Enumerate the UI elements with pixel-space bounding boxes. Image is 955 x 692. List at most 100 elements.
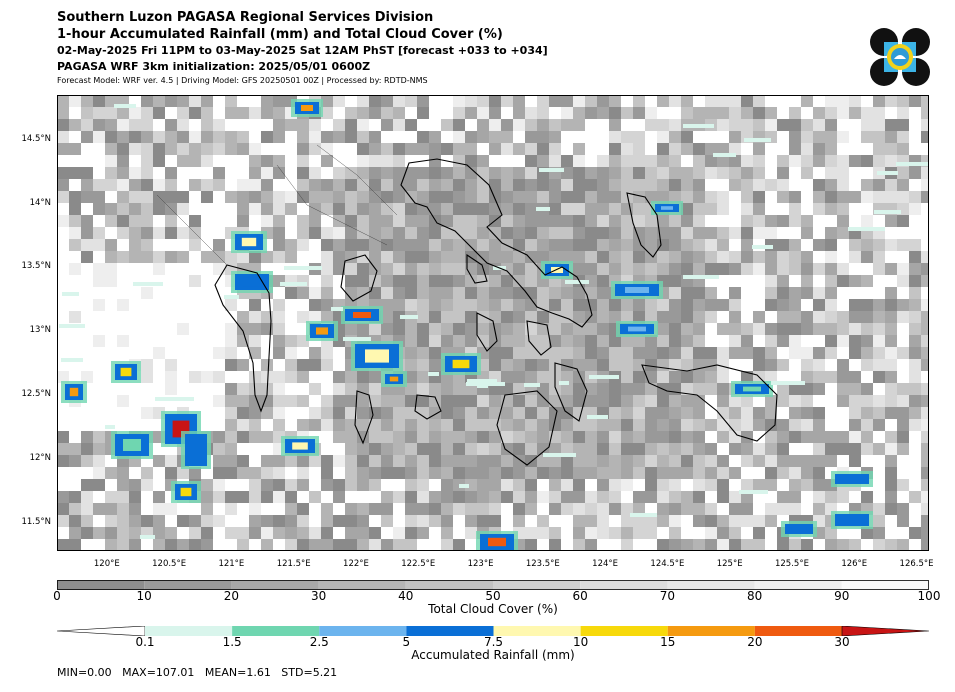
cloud-cell — [141, 359, 153, 371]
cloud-cell — [633, 347, 645, 359]
cloud-cell — [489, 455, 501, 467]
cloud-cell — [93, 119, 105, 131]
colorbar-segment — [231, 580, 319, 590]
cloud-cell — [417, 359, 429, 371]
cloud-cell — [429, 347, 441, 359]
cloud-cell — [81, 251, 93, 263]
cloud-cell — [549, 227, 561, 239]
cloud-cell — [309, 491, 321, 503]
cloud-cell — [765, 407, 777, 419]
cloud-cell — [333, 203, 345, 215]
cloud-cell — [789, 203, 801, 215]
cloud-cell — [873, 335, 885, 347]
cloud-cell — [813, 287, 825, 299]
cloud-cell — [681, 395, 693, 407]
cloud-cell — [333, 431, 345, 443]
cloud-cell — [873, 131, 885, 143]
cloud-cell — [417, 515, 429, 527]
cloud-cell — [405, 407, 417, 419]
cloud-cell — [597, 347, 609, 359]
cloud-cell — [453, 167, 465, 179]
cloud-cell — [285, 479, 297, 491]
cloud-cell — [873, 419, 885, 431]
cloud-cell — [165, 227, 177, 239]
cloud-cell — [237, 359, 249, 371]
cloud-cell — [705, 371, 717, 383]
cloud-cell — [297, 191, 309, 203]
coastline-tablas — [354, 390, 374, 445]
rain-cell — [565, 280, 589, 284]
cloud-cell — [837, 179, 849, 191]
cloud-cell — [765, 119, 777, 131]
cloud-cell — [549, 383, 561, 395]
cloud-cell — [633, 335, 645, 347]
cloud-cell — [105, 155, 117, 167]
cloud-cell — [237, 179, 249, 191]
cloud-cell — [873, 107, 885, 119]
cloud-cell — [105, 119, 117, 131]
cloud-cell — [645, 167, 657, 179]
cloud-cell — [897, 143, 909, 155]
cloud-cell — [789, 407, 801, 419]
cloud-cell — [93, 431, 105, 443]
cloud-cell — [441, 227, 453, 239]
cloud-cell — [561, 107, 573, 119]
cloud-cell — [885, 395, 897, 407]
cloud-cell — [753, 251, 765, 263]
cloud-cell — [249, 191, 261, 203]
cloud-cell — [489, 467, 501, 479]
cloud-cell — [189, 215, 201, 227]
cloud-cell — [573, 155, 585, 167]
cloud-cell — [501, 131, 513, 143]
cloud-cell — [525, 167, 537, 179]
cloud-cell — [405, 395, 417, 407]
cloud-cell — [501, 215, 513, 227]
cloud-cell — [285, 191, 297, 203]
cloud-cell — [909, 419, 921, 431]
cloud-cell — [465, 491, 477, 503]
cloud-cell — [417, 347, 429, 359]
cloud-cell — [453, 287, 465, 299]
cloud-cell — [669, 527, 681, 539]
cloud-cell — [489, 95, 501, 107]
cloud-cell — [417, 191, 429, 203]
cloud-cell — [237, 407, 249, 419]
cloud-cell — [249, 155, 261, 167]
cloud-cell — [273, 191, 285, 203]
cloud-cell — [681, 383, 693, 395]
cloud-cell — [393, 107, 405, 119]
cloud-cell — [405, 251, 417, 263]
cloud-cell — [201, 491, 213, 503]
cloud-cell — [57, 431, 69, 443]
cloud-cell — [165, 215, 177, 227]
cloud-cell — [537, 443, 549, 455]
cloud-cell — [741, 407, 753, 419]
cloud-cell — [801, 479, 813, 491]
cloud-cell — [825, 539, 837, 551]
cloud-cell — [429, 359, 441, 371]
cloud-cell — [849, 323, 861, 335]
cloud-cell — [645, 299, 657, 311]
cloud-cell — [537, 287, 549, 299]
cloud-cell — [777, 263, 789, 275]
cloud-cell — [393, 251, 405, 263]
cloud-cell — [753, 95, 765, 107]
cloud-cell — [777, 155, 789, 167]
cloud-cell — [705, 107, 717, 119]
cloud-cell — [429, 419, 441, 431]
cloud-cell — [621, 431, 633, 443]
cloud-cell — [285, 359, 297, 371]
cloud-cell — [489, 251, 501, 263]
cloud-cell — [393, 119, 405, 131]
cloud-cell — [405, 431, 417, 443]
cloud-cell — [597, 287, 609, 299]
cloud-cell — [921, 515, 929, 527]
cloud-cell — [921, 347, 929, 359]
cloud-cell — [249, 251, 261, 263]
cloud-cell — [273, 299, 285, 311]
cloud-cell — [129, 107, 141, 119]
rain-cell — [743, 386, 761, 392]
cloud-cell — [321, 395, 333, 407]
cloud-cell — [105, 251, 117, 263]
cloud-cell — [777, 251, 789, 263]
